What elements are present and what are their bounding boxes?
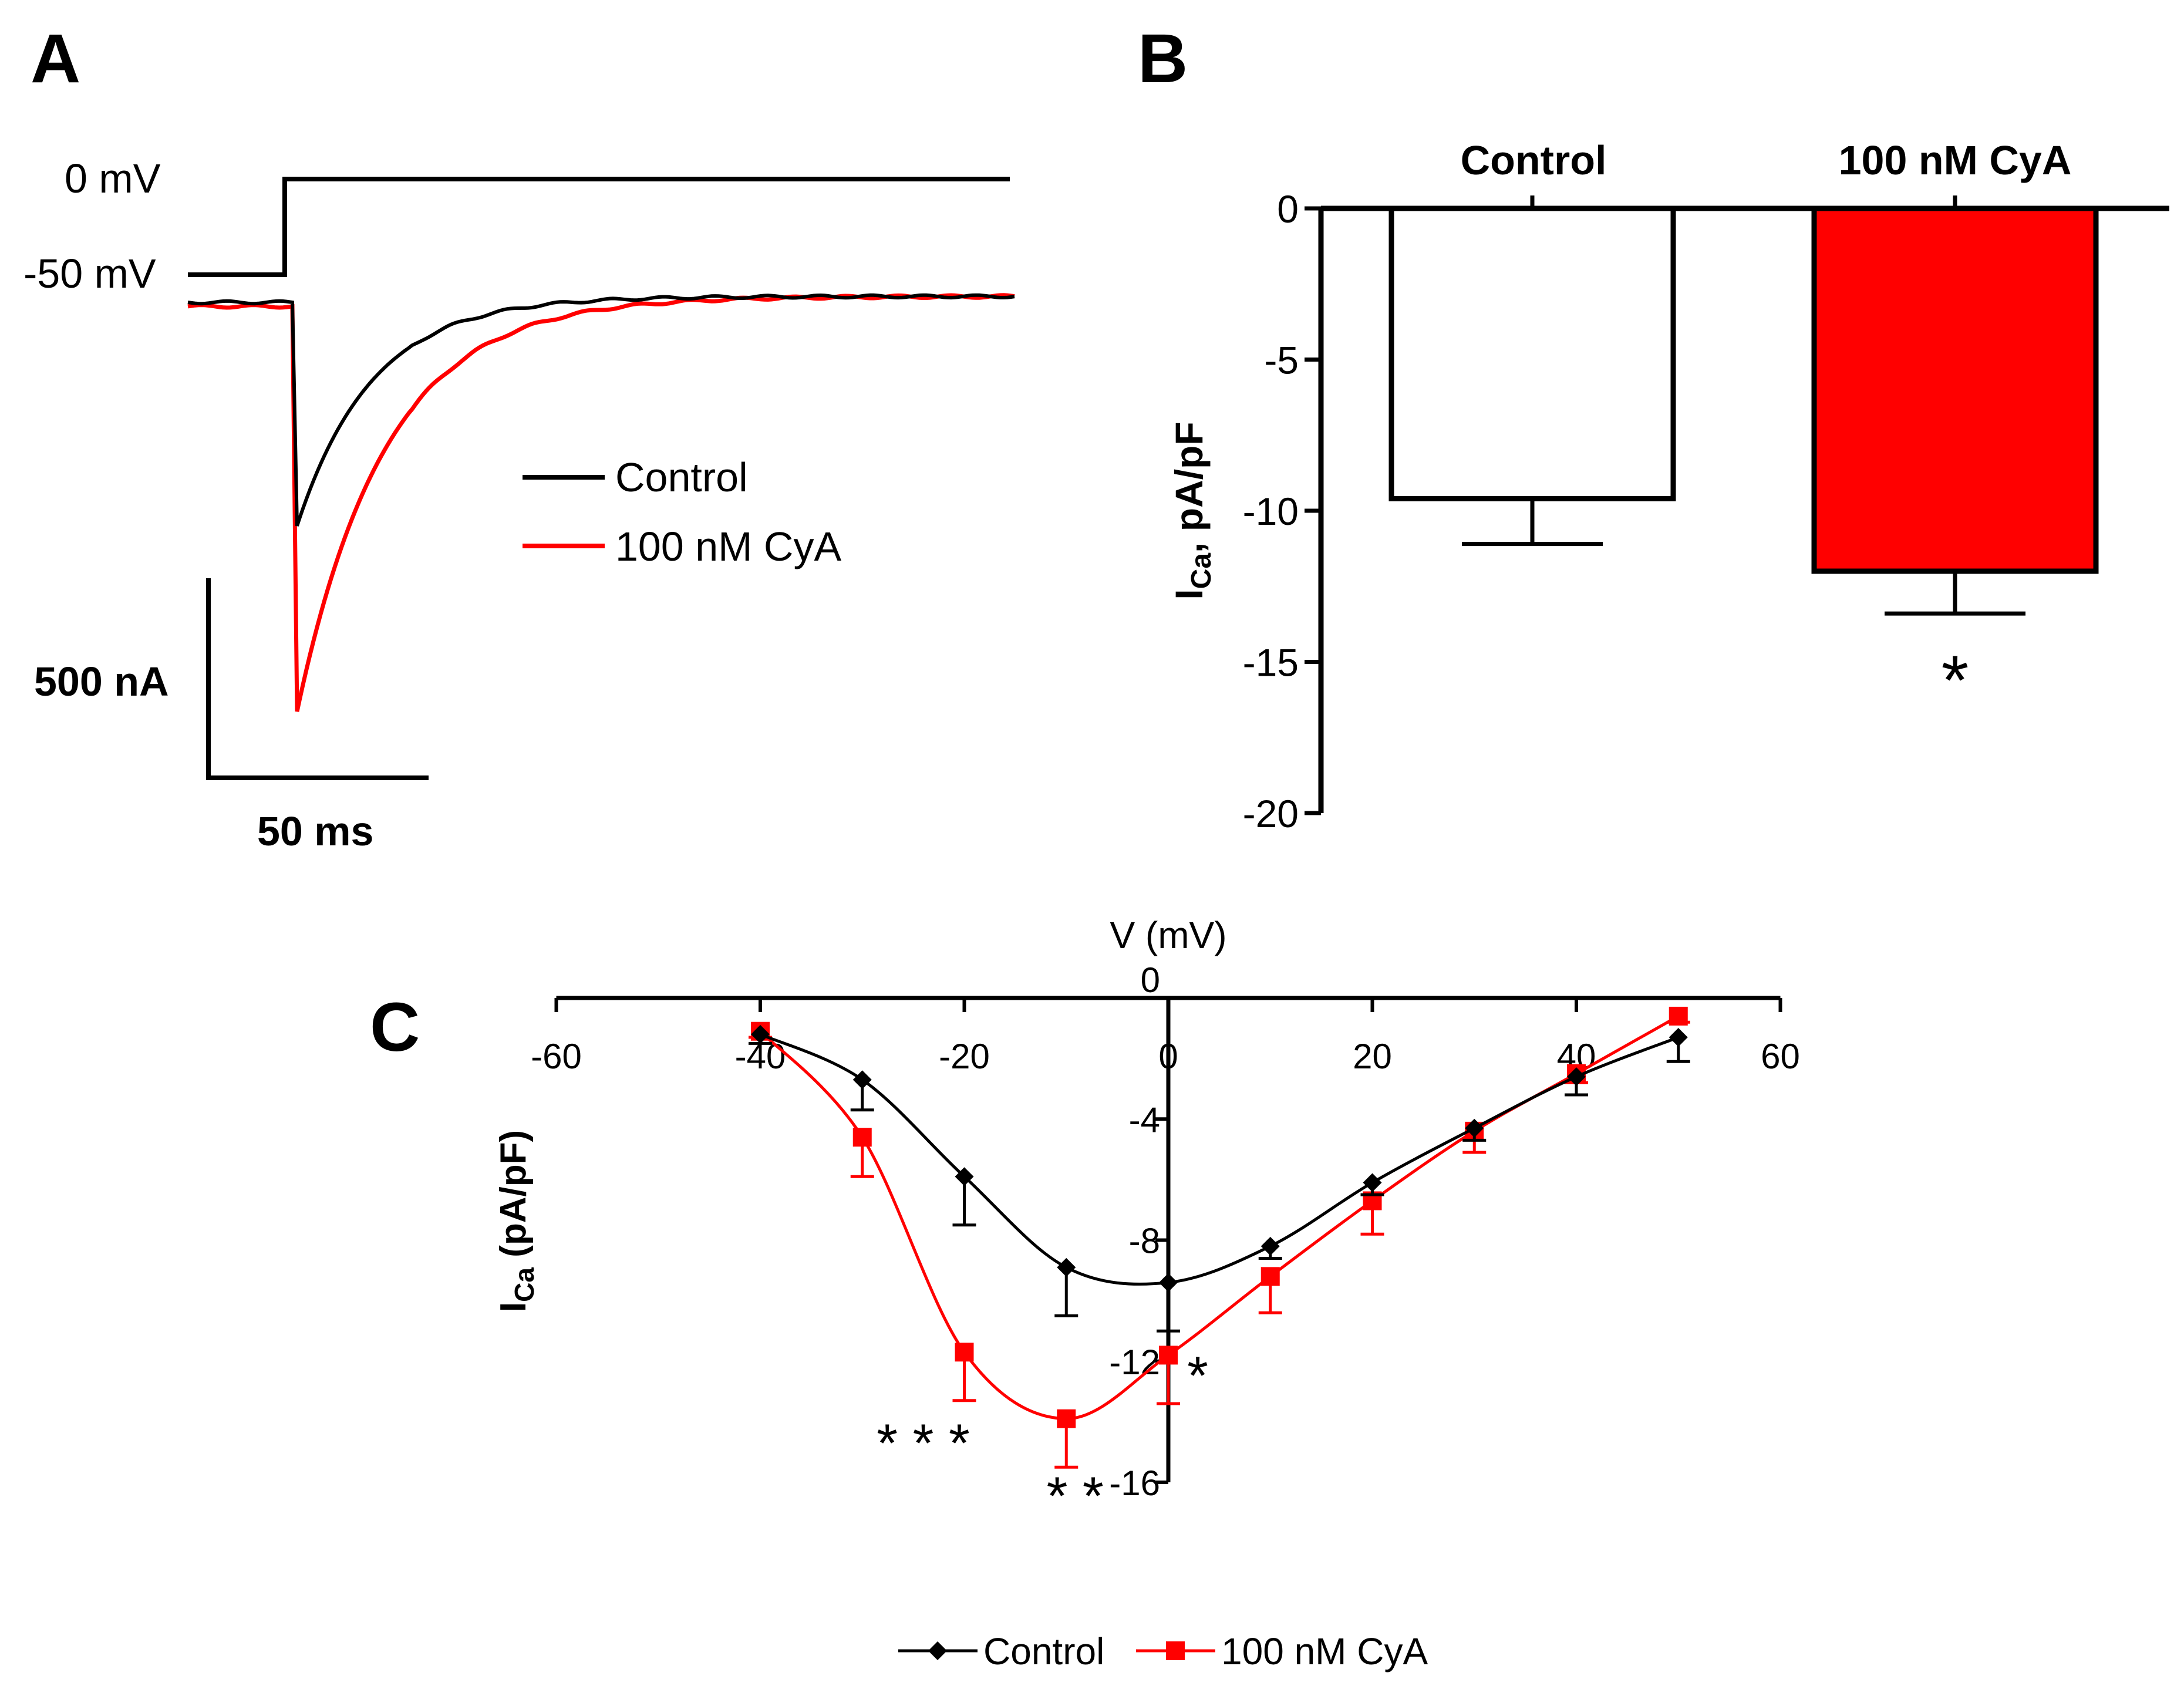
cya-point-4: [1159, 1346, 1178, 1365]
panel-b-ytick-label-3: -15: [1243, 641, 1299, 684]
panel-b-label: B: [1138, 20, 1188, 97]
scale-bar: [206, 578, 429, 780]
control-point-0: [751, 1024, 770, 1044]
panel-c: C V (mV) ICa (pA/pF) -60 -40 -20 0 20 40 600-4…: [370, 914, 1800, 1672]
trace-control: [187, 293, 1015, 527]
cya-point-5: [1260, 1267, 1280, 1286]
control-point-3: [1057, 1257, 1076, 1277]
panel-c-significance-0: * * *: [877, 1414, 970, 1473]
bar-1: [1811, 205, 2099, 574]
bar-category-cya: 100 nM CyA: [1839, 137, 2072, 183]
control-point-8: [1567, 1067, 1586, 1087]
control-point-4: [1159, 1273, 1178, 1292]
control-point-7: [1465, 1118, 1484, 1138]
panel-c-ytick-label-3: -12: [1109, 1343, 1160, 1382]
control-point-2: [955, 1167, 974, 1186]
legend-a-cya-label: 100 nM CyA: [615, 524, 841, 569]
trace-cya: [187, 293, 1015, 712]
cya-point-1: [852, 1128, 872, 1147]
panel-a-label: A: [31, 20, 80, 97]
panel-b-ytick-label-2: -10: [1243, 490, 1299, 533]
series-line-1: [759, 1014, 1680, 1421]
panel-c-ytick-label-4: -16: [1109, 1464, 1160, 1503]
panel-b: B 0 -5 -10 -15 -20 Control 100 nM CyA ICa, p…: [1138, 20, 2169, 835]
protocol-label-hold: -50 mV: [23, 251, 156, 296]
panel-c-xtick-label-2: -20: [939, 1037, 990, 1076]
panel-c-significance-2: *: [1187, 1346, 1208, 1406]
panel-c-ytick-label-2: -8: [1129, 1222, 1160, 1261]
panel-b-ytick-label-1: -5: [1264, 339, 1299, 382]
protocol-label-test: 0 mV: [65, 156, 161, 201]
legend-c-cya-label: 100 nM CyA: [1221, 1630, 1428, 1672]
significance-marker-cya: *: [1942, 641, 1969, 720]
control-point-9: [1669, 1028, 1688, 1047]
panel-c-significance-1: * *: [1047, 1466, 1104, 1526]
panel-c-xtick-label-3: 0: [1158, 1037, 1178, 1076]
panel-c-ytick-label-0: 0: [1141, 960, 1160, 1000]
panel-c-ytick-label-1: -4: [1129, 1100, 1160, 1139]
scale-bar-time-label: 50 ms: [257, 808, 373, 854]
panel-b-ytick-label-4: -20: [1243, 792, 1299, 835]
control-point-6: [1363, 1173, 1382, 1192]
panel-c-xlabel: V (mV): [1110, 914, 1226, 956]
control-point-1: [852, 1070, 872, 1090]
panel-a: A 0 mV -50 mV Control 100 nM CyA 500 nA …: [23, 20, 1015, 854]
legend-c-cya-marker: [1166, 1641, 1185, 1660]
panel-c-xtick-label-4: 20: [1353, 1037, 1392, 1076]
bar-0: [1388, 205, 1676, 501]
cya-point-3: [1057, 1409, 1076, 1428]
legend-c-control-label: Control: [983, 1630, 1104, 1672]
panel-c-xtick-label-6: 60: [1761, 1037, 1800, 1076]
bar-category-control: Control: [1461, 137, 1607, 183]
panel-c-ylabel: ICa (pA/pF): [493, 1130, 540, 1312]
voltage-protocol-trace: [188, 177, 1010, 277]
scale-bar-current-label: 500 nA: [34, 659, 169, 704]
panel-b-ytick-label-0: 0: [1277, 187, 1299, 231]
control-point-5: [1260, 1236, 1280, 1256]
panel-b-ylabel: ICa, pA/pF: [1167, 422, 1217, 599]
panel-c-xtick-label-0: -60: [531, 1037, 582, 1076]
legend-a-control-label: Control: [615, 454, 748, 500]
cya-point-9: [1669, 1006, 1688, 1026]
cya-point-2: [955, 1343, 974, 1362]
legend-c-control-marker: [928, 1641, 947, 1660]
panel-c-label: C: [370, 989, 420, 1066]
series-line-0: [759, 1033, 1679, 1286]
